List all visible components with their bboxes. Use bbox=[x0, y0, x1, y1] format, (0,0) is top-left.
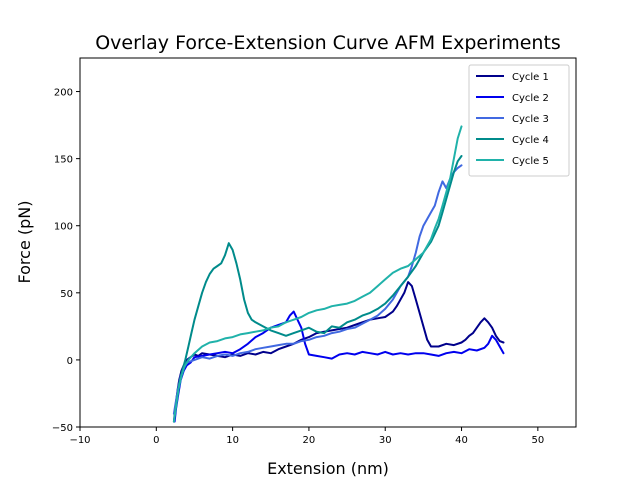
legend-label-cycle-1: Cycle 1 bbox=[512, 72, 549, 83]
legend-label-cycle-4: Cycle 4 bbox=[512, 135, 549, 146]
series-line-cycle-4 bbox=[173, 155, 463, 418]
y-tick-label: 0 bbox=[67, 356, 73, 367]
y-axis-label: Force (pN) bbox=[15, 201, 34, 284]
x-axis-ticks: −10 0 10 20 30 40 50 bbox=[69, 427, 544, 446]
x-tick-label: 30 bbox=[379, 435, 392, 446]
legend-label-cycle-2: Cycle 2 bbox=[512, 93, 549, 104]
legend-label-cycle-5: Cycle 5 bbox=[512, 156, 549, 167]
x-tick-label: −10 bbox=[69, 435, 90, 446]
x-tick-label: 20 bbox=[303, 435, 316, 446]
legend-label-cycle-3: Cycle 3 bbox=[512, 114, 549, 125]
x-tick-label: 0 bbox=[153, 435, 159, 446]
y-tick-label: 100 bbox=[54, 222, 73, 233]
y-tick-label: 150 bbox=[54, 155, 73, 166]
series-line-cycle-2 bbox=[173, 310, 505, 423]
series-line-cycle-1 bbox=[172, 281, 505, 423]
legend-box bbox=[468, 64, 570, 177]
series-line-cycle-5 bbox=[172, 125, 463, 423]
x-axis-label: Extension (nm) bbox=[267, 459, 389, 478]
chart-title: Overlay Force-Extension Curve AFM Experi… bbox=[95, 32, 561, 54]
y-tick-label: 200 bbox=[54, 88, 73, 99]
y-tick-label: −50 bbox=[52, 423, 73, 434]
series-line-cycle-3 bbox=[172, 164, 463, 415]
plot-lines bbox=[172, 125, 505, 423]
x-tick-label: 40 bbox=[455, 435, 468, 446]
y-axis-ticks: −50 0 50 100 150 200 bbox=[52, 88, 80, 434]
x-tick-label: 50 bbox=[531, 435, 544, 446]
plot-frame bbox=[79, 57, 577, 428]
legend: Cycle 1 Cycle 2 Cycle 3 Cycle 4 Cycle 5 bbox=[468, 64, 570, 177]
y-tick-label: 50 bbox=[60, 289, 73, 300]
x-tick-label: 10 bbox=[226, 435, 239, 446]
